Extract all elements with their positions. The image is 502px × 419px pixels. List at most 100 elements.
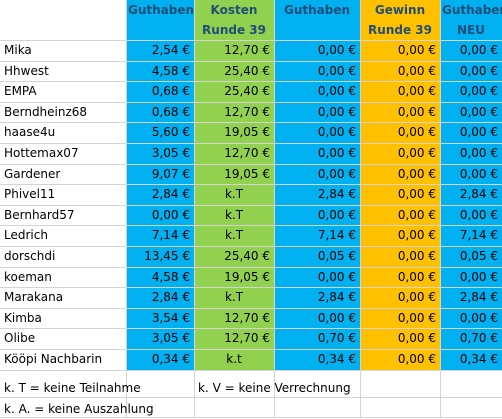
cell-kosten[interactable]: 19,05 € (224, 166, 270, 181)
cell-kosten[interactable]: 12,70 € (224, 331, 270, 346)
cell-gewinn[interactable]: 0,00 € (397, 125, 436, 140)
cell-guthaben-neu[interactable]: 2,84 € (459, 187, 498, 202)
table-row[interactable]: dorschdi 13,45 € 25,40 € 0,05 € 0,00 € 0,05 € (0, 246, 502, 266)
cell-name[interactable]: Ledrich (4, 228, 48, 243)
cell-guthaben[interactable]: 2,54 € (151, 43, 190, 57)
cell-kosten[interactable]: k.T (224, 228, 244, 243)
table-row[interactable]: Gardener 9,07 € 19,05 € 0,00 € 0,00 € 0,00 € (0, 164, 502, 184)
cell-guthaben-neu[interactable]: 0,00 € (459, 125, 498, 140)
cell-guthaben[interactable]: 3,54 € (151, 310, 190, 325)
cell-kosten[interactable]: 12,70 € (224, 104, 270, 119)
cell-gewinn[interactable]: 0,00 € (397, 104, 436, 119)
cell-gewinn[interactable]: 0,00 € (397, 166, 436, 181)
table-row[interactable]: Bernhard57 0,00 € k.T 0,00 € 0,00 € 0,00 € (0, 205, 502, 225)
cell-guthaben[interactable]: 0,00 € (151, 207, 190, 222)
cell-guthaben-neu[interactable]: 0,00 € (459, 207, 498, 222)
table-row[interactable]: koeman 4,58 € 19,05 € 0,00 € 0,00 € 0,00 € (0, 267, 502, 287)
table-row[interactable]: Hottemax07 3,05 € 12,70 € 0,00 € 0,00 € 0,00 … (0, 143, 502, 163)
table-row[interactable]: Olibe 3,05 € 12,70 € 0,70 € 0,00 € 0,70 € (0, 328, 502, 348)
cell-kosten[interactable]: k.T (224, 290, 244, 305)
cell-name[interactable]: Kööpi Nachbarin (4, 352, 103, 366)
cell-kosten[interactable]: 25,40 € (224, 63, 270, 78)
cell-guthaben[interactable]: 5,60 € (151, 125, 190, 140)
cell-guthaben[interactable]: 4,58 € (151, 269, 190, 284)
cell-name[interactable]: koeman (4, 269, 52, 284)
cell-guthaben-neu-a[interactable]: 2,84 € (317, 187, 356, 202)
cell-name[interactable]: Olibe (4, 331, 36, 346)
cell-guthaben[interactable]: 3,05 € (151, 146, 190, 160)
cell-guthaben-neu-a[interactable]: 0,00 € (317, 104, 356, 119)
cell-gewinn[interactable]: 0,00 € (397, 84, 436, 99)
cell-guthaben-neu[interactable]: 2,84 € (459, 290, 498, 305)
cell-gewinn[interactable]: 0,00 € (397, 290, 436, 305)
table-row[interactable]: Kimba 3,54 € 12,70 € 0,00 € 0,00 € 0,00 € (0, 308, 502, 328)
cell-gewinn[interactable]: 0,00 € (397, 249, 436, 263)
cell-guthaben-neu[interactable]: 0,70 € (459, 331, 498, 346)
cell-guthaben-neu-a[interactable]: 7,14 € (317, 228, 356, 243)
cell-guthaben-neu[interactable]: 0,00 € (459, 84, 498, 99)
cell-name[interactable]: dorschdi (4, 249, 56, 263)
cell-guthaben-neu[interactable]: 0,00 € (459, 43, 498, 57)
cell-guthaben[interactable]: 7,14 € (151, 228, 190, 243)
cell-kosten[interactable]: k.T (224, 187, 244, 202)
cell-guthaben[interactable]: 9,07 € (151, 166, 190, 181)
cell-name[interactable]: Berndheinz68 (4, 104, 88, 119)
cell-gewinn[interactable]: 0,00 € (397, 43, 436, 57)
cell-name[interactable]: Mika (4, 43, 32, 57)
cell-gewinn[interactable]: 0,00 € (397, 352, 436, 366)
cell-guthaben-neu-a[interactable]: 0,00 € (317, 63, 356, 78)
cell-name[interactable]: EMPA (4, 84, 37, 99)
cell-gewinn[interactable]: 0,00 € (397, 207, 436, 222)
cell-gewinn[interactable]: 0,00 € (397, 269, 436, 284)
cell-guthaben-neu[interactable]: 0,00 € (459, 63, 498, 78)
cell-guthaben-neu[interactable]: 0,00 € (459, 166, 498, 181)
cell-guthaben[interactable]: 2,84 € (151, 187, 190, 202)
table-row[interactable]: EMPA 0,68 € 25,40 € 0,00 € 0,00 € 0,00 € (0, 81, 502, 101)
cell-kosten[interactable]: 12,70 € (224, 43, 270, 57)
cell-name[interactable]: Bernhard57 (4, 207, 75, 222)
table-row[interactable]: Phivel11 2,84 € k.T 2,84 € 0,00 € 2,84 € (0, 184, 502, 204)
cell-guthaben[interactable]: 3,05 € (151, 331, 190, 346)
cell-name[interactable]: Kimba (4, 310, 42, 325)
cell-guthaben-neu-a[interactable]: 0,34 € (317, 352, 356, 366)
cell-guthaben[interactable]: 0,68 € (151, 104, 190, 119)
cell-guthaben-neu-a[interactable]: 2,84 € (317, 290, 356, 305)
cell-guthaben[interactable]: 4,58 € (151, 63, 190, 78)
cell-guthaben-neu-a[interactable]: 0,00 € (317, 146, 356, 160)
cell-guthaben-neu-a[interactable]: 0,00 € (317, 125, 356, 140)
cell-kosten[interactable]: 25,40 € (224, 84, 270, 99)
cell-name[interactable]: haase4u (4, 125, 56, 140)
table-row[interactable]: Hhwest 4,58 € 25,40 € 0,00 € 0,00 € 0,00 € (0, 61, 502, 81)
cell-guthaben-neu-a[interactable]: 0,00 € (317, 269, 356, 284)
cell-guthaben-neu[interactable]: 0,00 € (459, 104, 498, 119)
cell-guthaben-neu-a[interactable]: 0,00 € (317, 310, 356, 325)
cell-guthaben-neu-a[interactable]: 0,05 € (317, 249, 356, 263)
cell-kosten[interactable]: 12,70 € (224, 146, 270, 160)
cell-name[interactable]: Phivel11 (4, 187, 56, 202)
cell-guthaben[interactable]: 0,34 € (151, 352, 190, 366)
cell-guthaben[interactable]: 2,84 € (151, 290, 190, 305)
cell-guthaben-neu-a[interactable]: 0,00 € (317, 84, 356, 99)
cell-kosten[interactable]: 12,70 € (224, 310, 270, 325)
cell-name[interactable]: Hhwest (4, 63, 49, 78)
cell-gewinn[interactable]: 0,00 € (397, 310, 436, 325)
cell-name[interactable]: Hottemax07 (4, 146, 79, 160)
cell-guthaben-neu-a[interactable]: 0,00 € (317, 207, 356, 222)
table-row[interactable]: Ledrich 7,14 € k.T 7,14 € 0,00 € 7,14 € (0, 225, 502, 245)
cell-guthaben-neu[interactable]: 0,05 € (459, 249, 498, 263)
cell-guthaben-neu-a[interactable]: 0,00 € (317, 43, 356, 57)
cell-name[interactable]: Gardener (4, 166, 61, 181)
cell-guthaben-neu[interactable]: 0,00 € (459, 269, 498, 284)
table-row[interactable]: Kööpi Nachbarin 0,34 € k.t 0,34 € 0,00 € 0,34… (0, 349, 502, 369)
cell-guthaben-neu[interactable]: 0,00 € (459, 146, 498, 160)
cell-kosten[interactable]: 19,05 € (224, 125, 270, 140)
table-row[interactable]: haase4u 5,60 € 19,05 € 0,00 € 0,00 € 0,00 € (0, 122, 502, 142)
table-row[interactable]: Mika 2,54 € 12,70 € 0,00 € 0,00 € 0,00 € (0, 40, 502, 60)
cell-gewinn[interactable]: 0,00 € (397, 228, 436, 243)
cell-kosten[interactable]: k.T (224, 207, 244, 222)
table-row[interactable]: Marakana 2,84 € k.T 2,84 € 0,00 € 2,84 € (0, 287, 502, 307)
cell-guthaben-neu[interactable]: 0,00 € (459, 310, 498, 325)
cell-gewinn[interactable]: 0,00 € (397, 63, 436, 78)
cell-name[interactable]: Marakana (4, 290, 64, 305)
table-row[interactable]: Berndheinz68 0,68 € 12,70 € 0,00 € 0,00 € 0,0… (0, 102, 502, 122)
